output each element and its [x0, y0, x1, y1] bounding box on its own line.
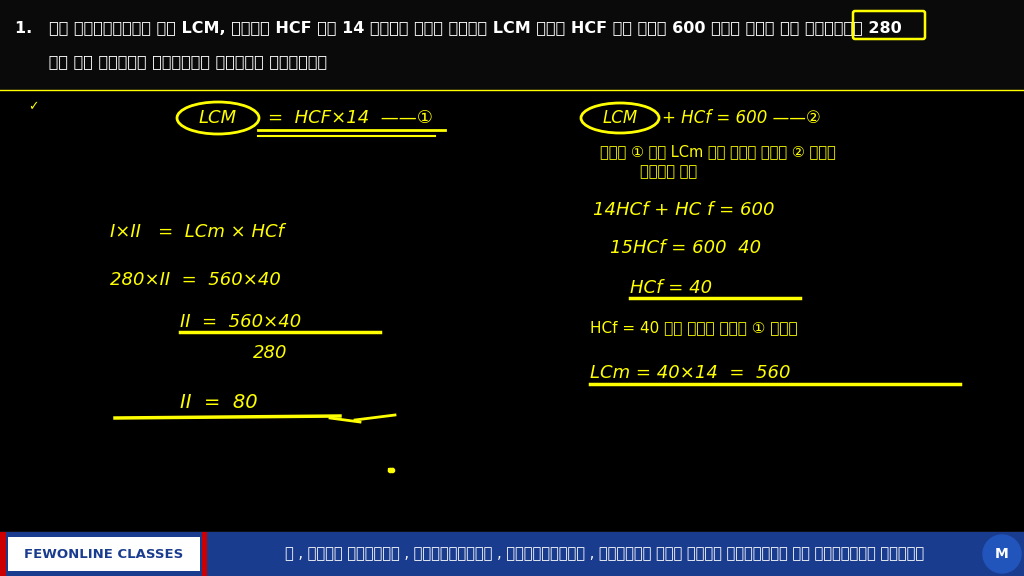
Text: ✓: ✓ — [28, 100, 39, 113]
Text: + HCf = 600 ——②: + HCf = 600 ——② — [662, 109, 821, 127]
Text: FEWONLINE CLASSES: FEWONLINE CLASSES — [25, 548, 183, 560]
Text: LCm = 40×14  =  560: LCm = 40×14 = 560 — [590, 364, 791, 382]
Text: I×II   =  LCm × HCf: I×II = LCm × HCf — [110, 223, 284, 241]
Text: 14HCf + HC f = 600: 14HCf + HC f = 600 — [593, 201, 774, 219]
Text: LCM: LCM — [199, 109, 238, 127]
Text: समी ① से LCm का मान समी ② में: समी ① से LCm का मान समी ② में — [600, 145, 836, 160]
Bar — [0, 532, 6, 576]
Bar — [8, 537, 200, 571]
Bar — [0, 532, 1024, 576]
Text: M: M — [995, 547, 1009, 561]
Text: 1.   दो संख्याओं का LCM, उनके HCF से 14 गुना है। उनके LCM तथा HCF का योग 600 है।: 1. दो संख्याओं का LCM, उनके HCF से 14 गु… — [15, 21, 902, 36]
Text: 280×II  =  560×40: 280×II = 560×40 — [110, 271, 281, 289]
Text: न , मध्य प्रदेश , उत्तराखंड , छत्तीसगढ़ , झारखंड तथा अन्य राज्यों से संबंधित होग: न , मध्य प्रदेश , उत्तराखंड , छत्तीसगढ़ … — [286, 547, 925, 562]
Text: HCf = 40 का मान समी ① में: HCf = 40 का मान समी ① में — [590, 320, 798, 335]
Text: 15HCf = 600  40: 15HCf = 600 40 — [610, 239, 761, 257]
Text: LCM: LCM — [602, 109, 638, 127]
Circle shape — [983, 535, 1021, 573]
Bar — [202, 532, 207, 576]
Text: II  =  80: II = 80 — [180, 393, 258, 412]
Text: =  HCF×14  ——①: = HCF×14 ——① — [268, 109, 433, 127]
Text: HCf = 40: HCf = 40 — [630, 279, 712, 297]
Text: रखते है: रखते है — [640, 165, 697, 180]
Text: 280: 280 — [253, 344, 288, 362]
Text: II  =  560×40: II = 560×40 — [180, 313, 301, 331]
Text: है तो दूसरी संख्या ज्ञात कीजिए।: है तो दूसरी संख्या ज्ञात कीजिए। — [15, 55, 327, 70]
Bar — [0, 0, 1024, 90]
